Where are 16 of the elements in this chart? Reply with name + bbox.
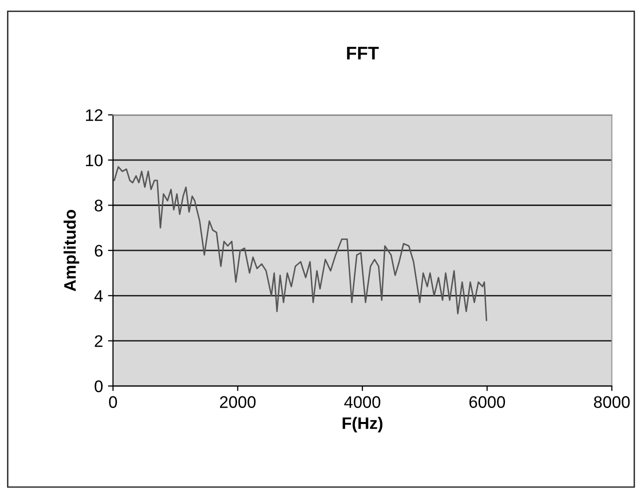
y-tick-label: 4 [94, 290, 103, 302]
y-tick-label: 8 [94, 200, 103, 212]
y-axis-title: Amplitudo [64, 210, 80, 292]
x-tick-label: 8000 [594, 396, 630, 408]
x-tick-label: 0 [109, 396, 117, 408]
x-tick-label: 4000 [344, 396, 380, 408]
line-series [114, 166, 488, 322]
y-tick-label: 12 [86, 109, 102, 121]
x-axis-title: F(Hz) [342, 416, 382, 432]
x-tick-label: 2000 [220, 396, 256, 408]
y-tick-label: 10 [86, 154, 103, 166]
chart-title: FFT [347, 46, 379, 60]
y-tick-label: 6 [94, 244, 103, 257]
x-tick-label: 6000 [469, 396, 506, 408]
y-tick-label: 0 [94, 380, 103, 392]
y-tick-label: 2 [94, 335, 102, 347]
